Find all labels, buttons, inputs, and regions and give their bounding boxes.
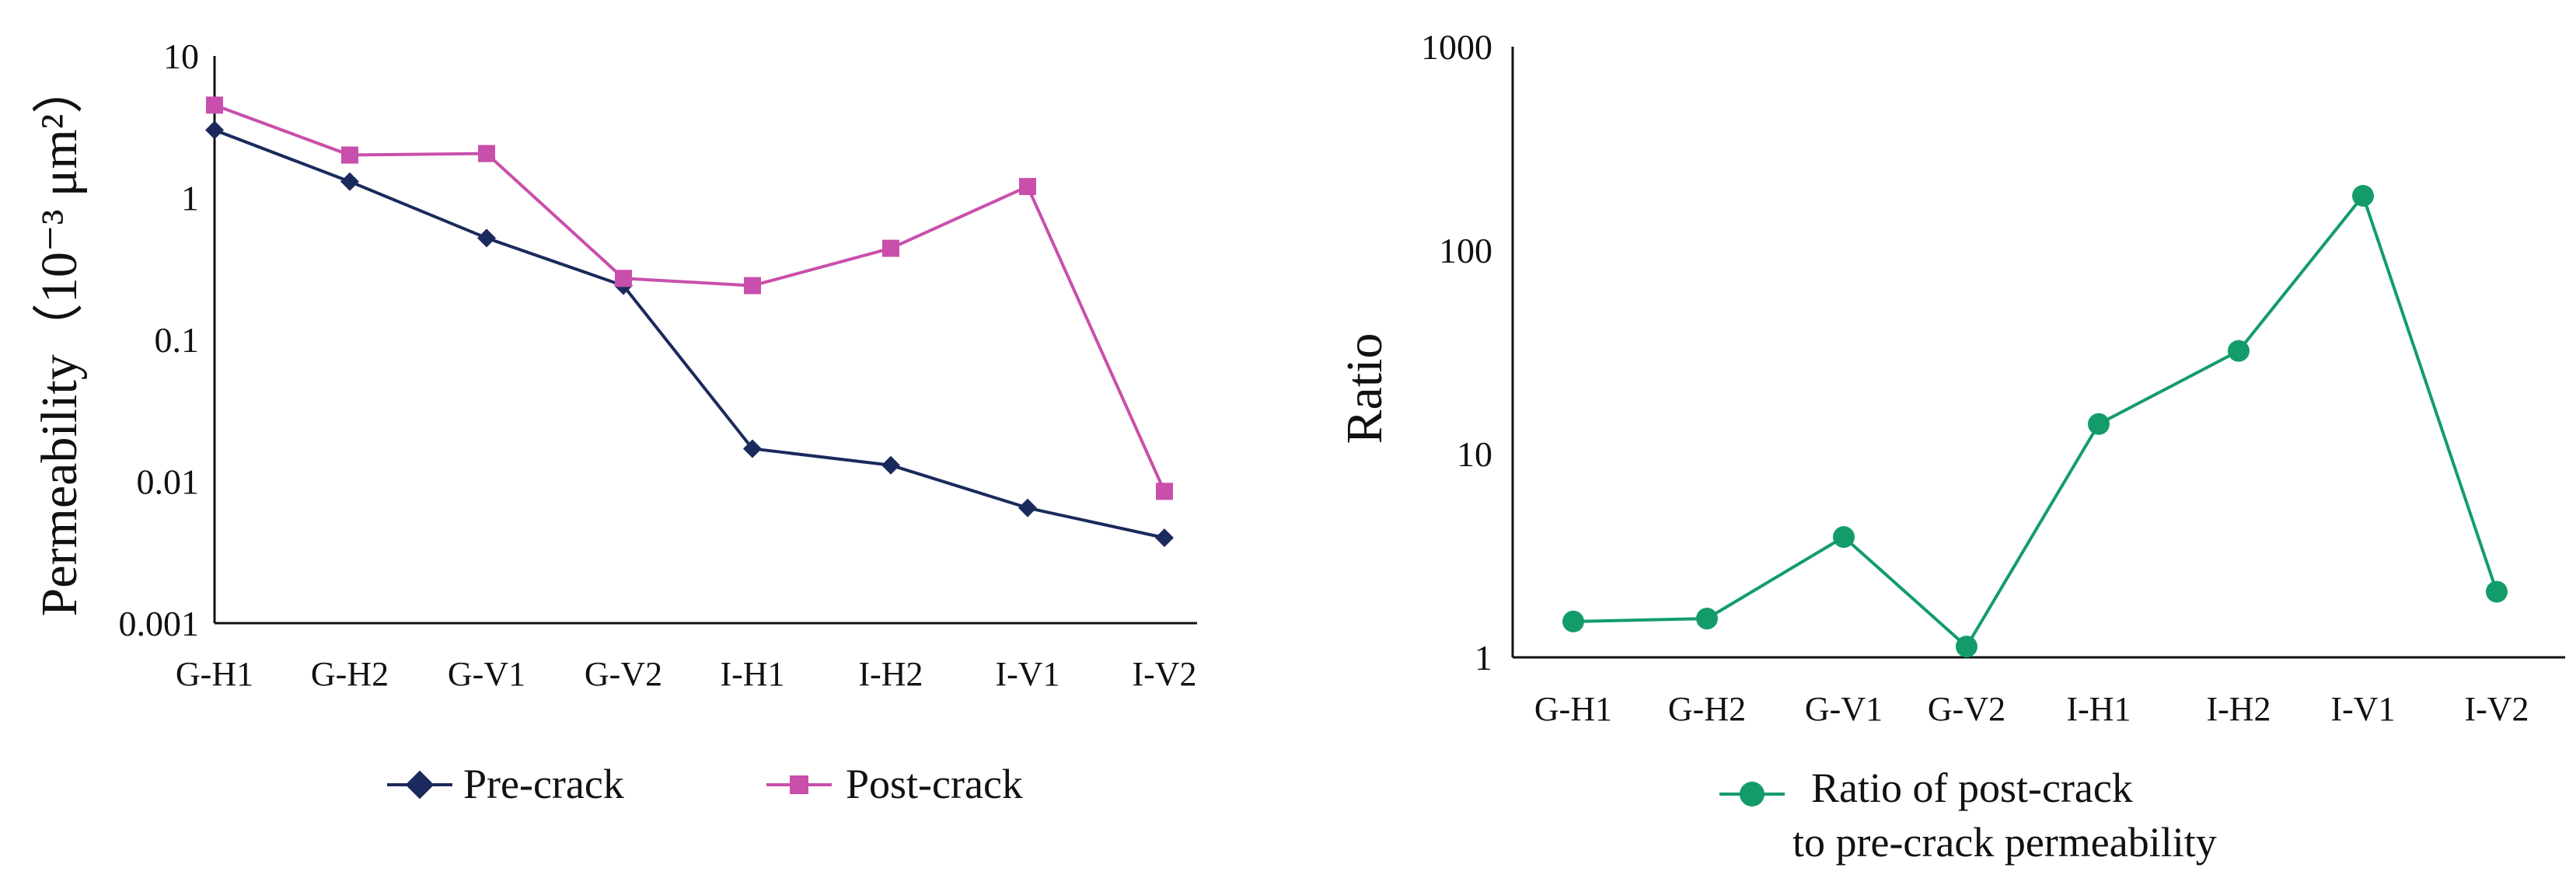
x-tick-label: G-H2 [1668, 690, 1746, 728]
x-tick-label: I-H1 [2066, 690, 2131, 728]
x-tick-label: G-V1 [1805, 690, 1883, 728]
pre-crack-point [205, 120, 224, 140]
legend-pre-crack-marker [405, 770, 435, 800]
pre-crack-point [340, 172, 359, 191]
ratio-of-post-crack-to-pre-crack-permeability-point [2228, 340, 2250, 362]
left-y-axis-title: Permeability（10⁻³ μm²） [31, 63, 88, 617]
x-tick-label: I-V1 [2330, 690, 2395, 728]
ratio-of-post-crack-to-pre-crack-permeability-point [1833, 526, 1855, 549]
post-crack-point [744, 277, 761, 294]
legend-pre-crack-label: Pre-crack [463, 761, 624, 807]
left-legend: Pre-crack Post-crack [387, 761, 1023, 807]
permeability-chart: 10 1 0.1 0.01 0.001 G-H1 G-H2 G-V1 G-V2 I-H1 I-H2… [31, 37, 1197, 807]
ratio-of-post-crack-to-pre-crack-permeability-point [2486, 580, 2508, 603]
pre-crack-line [214, 128, 1165, 540]
y-tick-label: 10 [1457, 434, 1492, 474]
ratio-of-post-crack-to-pre-crack-permeability-point [1956, 636, 1977, 658]
pre-crack-point [881, 455, 900, 475]
legend-ratio-marker [1740, 782, 1764, 807]
x-tick-label: G-H2 [311, 655, 389, 693]
legend-ratio-label-line-1: Ratio of post-crack [1811, 765, 2133, 811]
y-tick-label: 1 [181, 179, 199, 218]
ratio-chart: 1000 100 10 1 G-H1 G-H2 G-V1 G-V2 I-H1 I-H2 I-V1 I… [1336, 27, 2565, 866]
y-tick-label: 0.001 [119, 604, 200, 643]
post-crack-point [478, 145, 495, 162]
x-tick-label: I-V2 [1132, 655, 1196, 693]
pre-crack-point [1018, 498, 1037, 517]
post-crack-line [214, 103, 1166, 493]
x-tick-label: G-V1 [448, 655, 525, 693]
post-crack-point [206, 96, 223, 114]
y-tick-label: 0.1 [155, 320, 200, 360]
x-tick-label: I-V1 [995, 655, 1059, 693]
ratio-of-post-crack-to-pre-crack-permeability-point [1562, 610, 1584, 632]
x-tick-label: I-H2 [858, 655, 923, 693]
right-legend: Ratio of post-crack to pre-crack permeab… [1719, 765, 2217, 866]
y-tick-label: 10 [163, 37, 199, 76]
pre-crack-point [1155, 528, 1174, 548]
x-tick-label: G-H1 [1534, 690, 1612, 728]
x-tick-label: G-V2 [585, 655, 662, 693]
post-crack-point [615, 270, 632, 287]
post-crack-point [882, 239, 899, 257]
legend-post-crack-marker [790, 775, 808, 794]
x-tick-label: G-V2 [1928, 690, 2005, 728]
x-tick-label: I-H1 [720, 655, 784, 693]
y-tick-label: 1000 [1421, 27, 1492, 67]
post-crack-point [1019, 178, 1036, 196]
legend-ratio-label-line-2: to pre-crack permeability [1792, 819, 2217, 866]
post-crack-point [1156, 483, 1173, 500]
y-tick-label: 0.01 [137, 462, 200, 502]
ratio-of-post-crack-to-pre-crack-permeability-point [1696, 608, 1718, 630]
legend-post-crack-label: Post-crack [846, 761, 1023, 807]
pre-crack-point [477, 228, 496, 248]
pre-crack-point [743, 439, 762, 458]
post-crack-point [341, 146, 358, 164]
x-tick-label: G-H1 [176, 655, 253, 693]
x-tick-label: I-H2 [2206, 690, 2271, 728]
ratio-of-post-crack-to-pre-crack-permeability-point [2352, 185, 2374, 207]
x-tick-label: I-V2 [2464, 690, 2529, 728]
y-tick-label: 100 [1439, 231, 1492, 270]
right-y-axis-title: Ratio [1336, 333, 1393, 444]
ratio-of-post-crack-to-pre-crack-permeability-line [1572, 194, 2498, 649]
y-tick-label: 1 [1475, 638, 1492, 678]
ratio-of-post-crack-to-pre-crack-permeability-point [2088, 413, 2110, 435]
